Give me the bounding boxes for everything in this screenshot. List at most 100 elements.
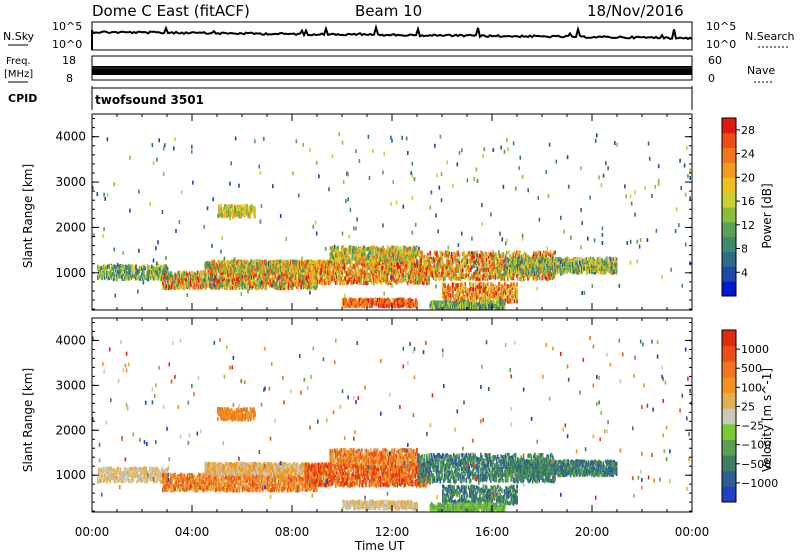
range-cell <box>219 277 221 282</box>
range-cell <box>130 275 133 280</box>
range-cell <box>277 276 280 281</box>
frequency-panel: Freq. [MHz] 18 8 60 0 Nave <box>4 54 775 85</box>
range-cell <box>502 272 505 277</box>
range-cell <box>456 253 458 258</box>
range-cell <box>182 285 184 290</box>
range-cell <box>369 264 372 269</box>
range-cell <box>140 267 143 272</box>
range-cell <box>167 282 170 287</box>
range-cell <box>503 274 506 279</box>
range-cell <box>231 260 234 265</box>
range-cell <box>416 258 418 263</box>
range-cell <box>454 276 456 281</box>
range-cell <box>402 260 404 265</box>
range-cell <box>318 264 320 269</box>
range-cell <box>248 264 250 269</box>
range-cell <box>276 262 279 267</box>
range-cell <box>106 272 108 277</box>
range-cell <box>263 282 265 287</box>
range-cell <box>295 284 298 289</box>
range-cell <box>148 265 151 270</box>
range-cell <box>268 268 271 273</box>
range-cell <box>365 264 367 269</box>
range-cell <box>288 284 290 288</box>
range-cell <box>283 266 285 271</box>
range-cell <box>473 259 475 264</box>
range-cell <box>395 272 398 276</box>
range-cell <box>392 245 395 250</box>
range-cell <box>229 268 231 273</box>
range-cell <box>251 269 254 274</box>
range-cell <box>517 276 519 281</box>
range-cell <box>384 258 387 263</box>
range-cell <box>478 271 481 276</box>
range-cell <box>519 276 521 281</box>
range-cell <box>309 267 311 272</box>
range-cell <box>345 277 347 282</box>
range-cell <box>457 266 460 270</box>
range-cell <box>254 281 256 286</box>
range-cell <box>210 264 212 269</box>
range-cell <box>310 269 312 274</box>
range-cell <box>219 284 221 289</box>
range-cell <box>189 283 191 287</box>
range-cell <box>411 259 414 263</box>
range-cell <box>402 268 404 273</box>
range-cell <box>162 270 164 275</box>
range-cell <box>475 264 478 269</box>
range-cell <box>213 264 216 269</box>
range-cell <box>341 257 344 262</box>
range-cell <box>370 251 372 256</box>
nave-label: Nave <box>747 64 775 77</box>
range-cell <box>324 266 327 271</box>
range-cell <box>98 269 100 274</box>
range-cell <box>249 281 252 286</box>
range-cell <box>167 276 170 281</box>
range-cell <box>273 285 275 289</box>
range-cell <box>258 268 261 273</box>
range-cell <box>299 268 301 273</box>
range-cell <box>357 272 359 277</box>
range-cell <box>319 263 321 268</box>
range-cell <box>281 265 283 270</box>
range-cell <box>485 252 488 256</box>
range-cell <box>173 275 175 280</box>
range-cell <box>251 260 254 265</box>
range-cell <box>403 251 406 256</box>
range-cell <box>215 266 218 271</box>
range-cell <box>138 266 141 271</box>
range-cell <box>432 276 435 281</box>
range-cell <box>225 281 227 286</box>
range-cell <box>376 264 379 269</box>
range-cell <box>405 279 408 283</box>
range-cell <box>374 262 376 267</box>
range-cell <box>140 273 143 278</box>
range-cell <box>332 264 335 269</box>
range-cell <box>137 275 140 280</box>
range-cell <box>313 276 316 281</box>
range-cell <box>124 267 126 272</box>
range-cell <box>489 275 491 280</box>
range-cell <box>394 251 397 256</box>
range-cell <box>235 282 237 287</box>
range-cell <box>392 248 395 253</box>
range-cell <box>353 245 355 250</box>
range-cell <box>147 274 150 279</box>
range-cell <box>205 261 208 266</box>
range-cell <box>239 282 242 286</box>
range-cell <box>310 277 312 282</box>
range-cell <box>404 250 407 255</box>
range-cell <box>139 277 142 281</box>
range-cell <box>445 269 447 274</box>
range-cell <box>329 246 332 251</box>
range-cell <box>288 268 291 273</box>
range-cell <box>482 265 484 270</box>
range-cell <box>131 273 134 278</box>
range-cell <box>300 259 302 264</box>
range-cell <box>454 256 456 261</box>
range-cell <box>246 260 248 264</box>
range-cell <box>459 271 462 276</box>
range-cell <box>502 254 505 259</box>
range-cell <box>359 270 362 275</box>
range-cell <box>478 257 481 262</box>
